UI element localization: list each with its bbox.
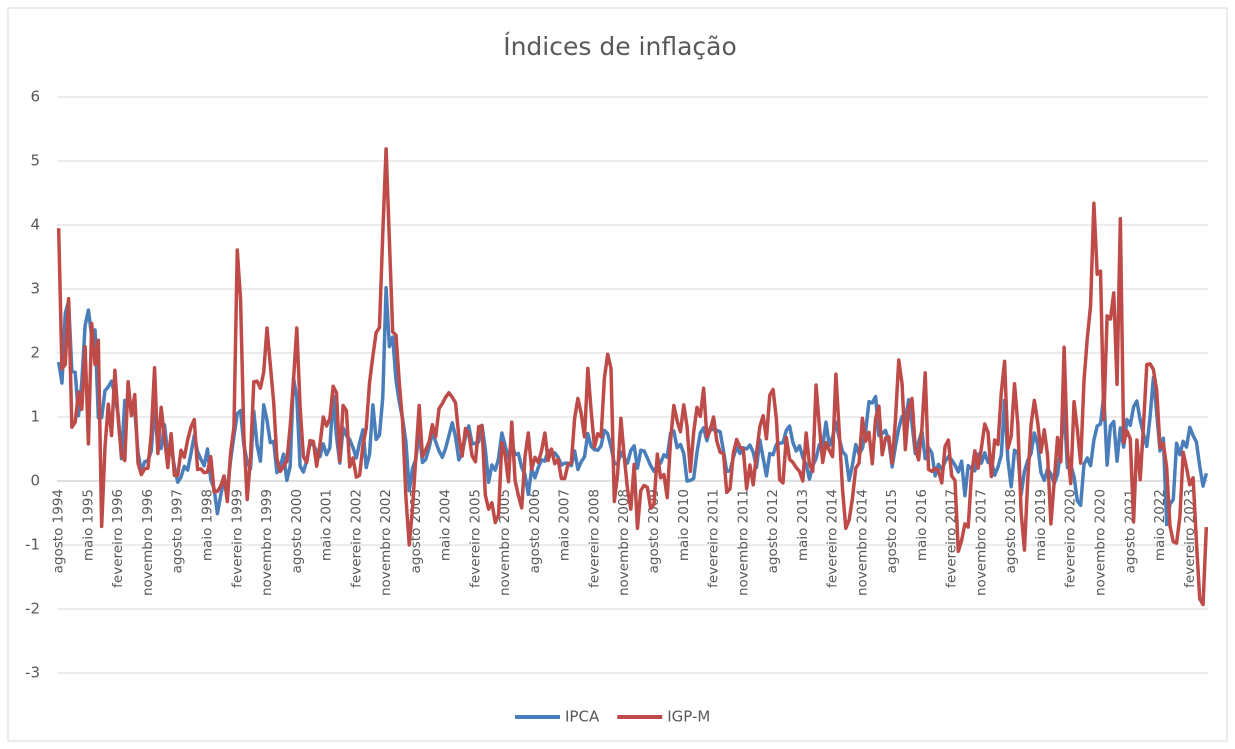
x-tick-label: maio 2001 xyxy=(319,489,335,561)
x-tick-label: agosto 1994 xyxy=(51,489,67,573)
x-tick-label: novembro 1996 xyxy=(140,489,156,596)
x-tick-label: novembro 2020 xyxy=(1093,489,1109,596)
x-tick-label: maio 2004 xyxy=(438,489,454,561)
x-tick-label: agosto 2015 xyxy=(884,489,900,573)
y-tick-label: 3 xyxy=(30,280,40,298)
y-tick-label: 1 xyxy=(30,408,40,426)
x-tick-label: maio 2022 xyxy=(1152,489,1168,561)
x-tick-label: novembro 2011 xyxy=(735,489,751,596)
x-tick-label: maio 2013 xyxy=(795,489,811,561)
x-tick-label: agosto 2000 xyxy=(289,489,305,573)
x-tick-label: fevereiro 2008 xyxy=(586,489,602,588)
x-tick-label: novembro 2014 xyxy=(854,489,870,596)
x-tick-label: maio 2010 xyxy=(676,489,692,561)
x-tick-label: maio 2007 xyxy=(557,489,573,561)
x-tick-label: maio 2019 xyxy=(1033,489,1049,561)
x-tick-label: agosto 2018 xyxy=(1003,489,1019,573)
chart-border xyxy=(7,7,1228,742)
y-tick-label: -2 xyxy=(25,600,40,618)
x-tick-label: novembro 2002 xyxy=(378,489,394,596)
x-tick-label: novembro 1999 xyxy=(259,489,275,596)
x-tick-label: agosto 2012 xyxy=(765,489,781,573)
x-tick-label: maio 2016 xyxy=(914,489,930,561)
y-tick-label: 2 xyxy=(30,344,40,362)
x-tick-label: fevereiro 2005 xyxy=(467,489,483,588)
x-tick-label: fevereiro 2011 xyxy=(706,489,722,588)
x-tick-label: agosto 2006 xyxy=(527,489,543,573)
x-tick-label: fevereiro 2020 xyxy=(1063,489,1079,588)
x-tick-label: maio 1998 xyxy=(199,489,215,561)
y-tick-label: 4 xyxy=(30,216,40,234)
x-tick-label: novembro 2005 xyxy=(497,489,513,596)
chart-title: Índices de inflação xyxy=(503,32,737,61)
series-line xyxy=(56,147,1209,607)
x-tick-label: novembro 2017 xyxy=(973,489,989,596)
y-tick-label: 0 xyxy=(30,472,40,490)
legend-label: IGP-M xyxy=(667,708,710,726)
y-tick-label: 5 xyxy=(30,152,40,170)
x-tick-label: novembro 2008 xyxy=(616,489,632,596)
y-tick-label: -1 xyxy=(25,536,40,554)
x-tick-label: agosto 1997 xyxy=(170,489,186,573)
x-tick-label: fevereiro 1996 xyxy=(110,489,126,588)
x-tick-label: fevereiro 1999 xyxy=(229,489,245,588)
legend-label: IPCA xyxy=(565,708,600,726)
x-tick-label: fevereiro 2002 xyxy=(348,489,364,588)
x-tick-label: fevereiro 2014 xyxy=(825,489,841,588)
y-tick-label: 6 xyxy=(30,88,40,106)
x-tick-label: maio 1995 xyxy=(80,489,96,561)
y-tick-label: -3 xyxy=(25,664,40,682)
